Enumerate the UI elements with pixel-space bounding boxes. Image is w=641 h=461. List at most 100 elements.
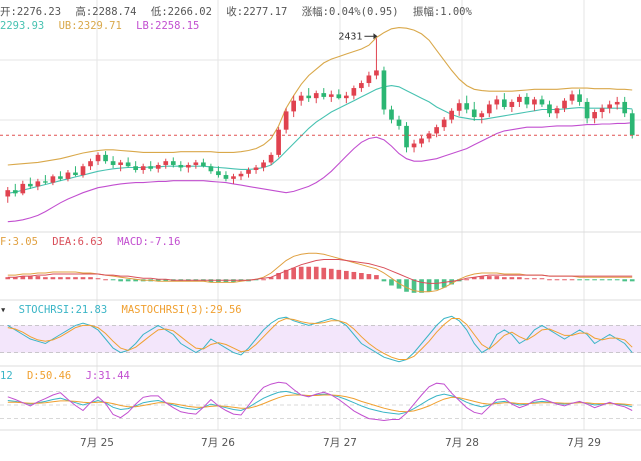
candle-body-29 — [223, 175, 229, 179]
macd-dea-line — [7, 259, 633, 284]
macd-bar-34 — [261, 279, 266, 281]
macd-bar-79 — [599, 279, 605, 281]
macd-bar-7 — [58, 277, 63, 280]
macd-bar-72 — [547, 279, 552, 281]
x-tick-label-4: 7月 29 — [567, 437, 601, 449]
candle-body-9 — [73, 172, 78, 176]
candle-body-64 — [486, 104, 492, 114]
macd-bar-38 — [291, 267, 296, 280]
macd-dif-line — [7, 252, 633, 293]
boll-lower: LB:2258.15 — [136, 20, 200, 32]
candle-body-81 — [614, 101, 620, 105]
candle-body-72 — [547, 104, 552, 114]
candle-body-73 — [554, 108, 560, 114]
candle-body-36 — [276, 129, 281, 155]
change-value: 涨幅:0.04%(0.95) — [301, 6, 399, 18]
x-tick-label-2: 7月 27 — [323, 437, 357, 449]
candle-body-22 — [170, 161, 176, 165]
open-value: 开:2276.23 — [0, 6, 62, 18]
macd-bar-44 — [336, 269, 342, 280]
macd-bar-62 — [471, 277, 477, 280]
macd-bar-50 — [381, 279, 387, 282]
candle-body-14 — [110, 161, 116, 165]
kdj-d: D:50.46 — [26, 370, 72, 382]
stochrsi-header: ▾ STOCHRSI:21.83 MASTOCHRSI(3):29.56 — [0, 304, 250, 316]
macd-dea: DEA:6.63 — [52, 236, 103, 248]
macd-bar-77 — [584, 279, 590, 281]
macd-bar-16 — [125, 279, 131, 282]
macd-bar-74 — [562, 279, 567, 281]
stochrsi-k-line — [7, 315, 633, 363]
macd-bar-46 — [351, 271, 357, 280]
candle-body-58 — [441, 119, 447, 128]
macd-bar-83 — [629, 279, 635, 282]
stochrsi-k: STOCHRSI:21.83 — [18, 304, 108, 316]
macd-bar-3 — [28, 276, 33, 280]
boll-header: 2293.93 UB:2329.71 LB:2258.15 — [0, 20, 207, 32]
candle-body-79 — [599, 108, 605, 113]
candle-body-39 — [298, 95, 304, 101]
macd-bar-15 — [118, 279, 123, 282]
macd-bar-78 — [592, 279, 597, 281]
candle-body-43 — [328, 94, 334, 97]
high-price-arrow-icon — [373, 33, 378, 40]
candle-body-46 — [351, 88, 357, 96]
candle-body-8 — [65, 172, 71, 179]
candle-body-59 — [449, 110, 454, 120]
macd-bar-82 — [622, 279, 628, 282]
candle-body-15 — [118, 162, 123, 165]
candle-body-60 — [456, 103, 462, 111]
candle-body-20 — [155, 164, 161, 169]
macd-bar-42 — [321, 267, 327, 280]
candle-body-23 — [178, 164, 184, 168]
candle-body-67 — [509, 101, 515, 107]
candle-body-26 — [201, 162, 206, 167]
boll-mid-line — [7, 85, 633, 194]
candle-body-24 — [186, 164, 191, 168]
candle-body-57 — [434, 127, 439, 134]
macd-bar-4 — [35, 276, 41, 280]
candle-body-47 — [359, 83, 364, 89]
macd-bar-17 — [133, 279, 138, 282]
macd-bar-75 — [569, 279, 575, 281]
ohlc-header: 开:2276.23 高:2288.74 低:2266.02 收:2277.17 … — [0, 4, 480, 19]
candle-body-40 — [306, 95, 312, 99]
candle-body-21 — [163, 161, 169, 165]
candle-body-35 — [268, 154, 274, 163]
candle-body-4 — [35, 181, 41, 187]
candle-body-27 — [208, 166, 214, 172]
candle-body-16 — [125, 162, 131, 167]
collapse-icon[interactable]: ▾ — [0, 304, 7, 316]
candle-body-10 — [80, 166, 86, 176]
macd-bar-14 — [110, 279, 116, 281]
macd-bar-63 — [479, 276, 485, 280]
candle-body-70 — [532, 99, 537, 105]
macd-bar-8 — [65, 277, 71, 280]
macd-bar-12 — [95, 278, 101, 280]
boll-mid: 2293.93 — [0, 20, 45, 32]
macd-bar-30 — [231, 279, 236, 283]
candle-body-7 — [58, 176, 63, 179]
macd-bar-0 — [5, 277, 11, 280]
kdj-k: 12 — [0, 370, 13, 382]
kdj-j-line — [7, 381, 633, 422]
candle-body-32 — [246, 170, 251, 174]
macd-bar-29 — [223, 279, 229, 283]
macd-bar-47 — [359, 273, 364, 280]
stochrsi-d: MASTOCHRSI(3):29.56 — [121, 304, 242, 316]
macd-bar-43 — [328, 268, 334, 280]
candle-body-34 — [261, 162, 266, 168]
candle-body-42 — [321, 93, 327, 97]
macd-bar-37 — [283, 269, 289, 280]
macd-value: MACD:-7.16 — [117, 236, 181, 248]
candle-body-65 — [494, 99, 500, 105]
macd-bar-56 — [426, 279, 432, 292]
macd-bar-41 — [313, 266, 319, 280]
candle-body-63 — [479, 113, 485, 118]
candle-body-52 — [396, 119, 402, 126]
candle-body-19 — [148, 166, 154, 169]
macd-bar-80 — [607, 279, 612, 281]
x-tick-label-1: 7月 26 — [201, 437, 235, 449]
candle-body-56 — [426, 133, 432, 139]
